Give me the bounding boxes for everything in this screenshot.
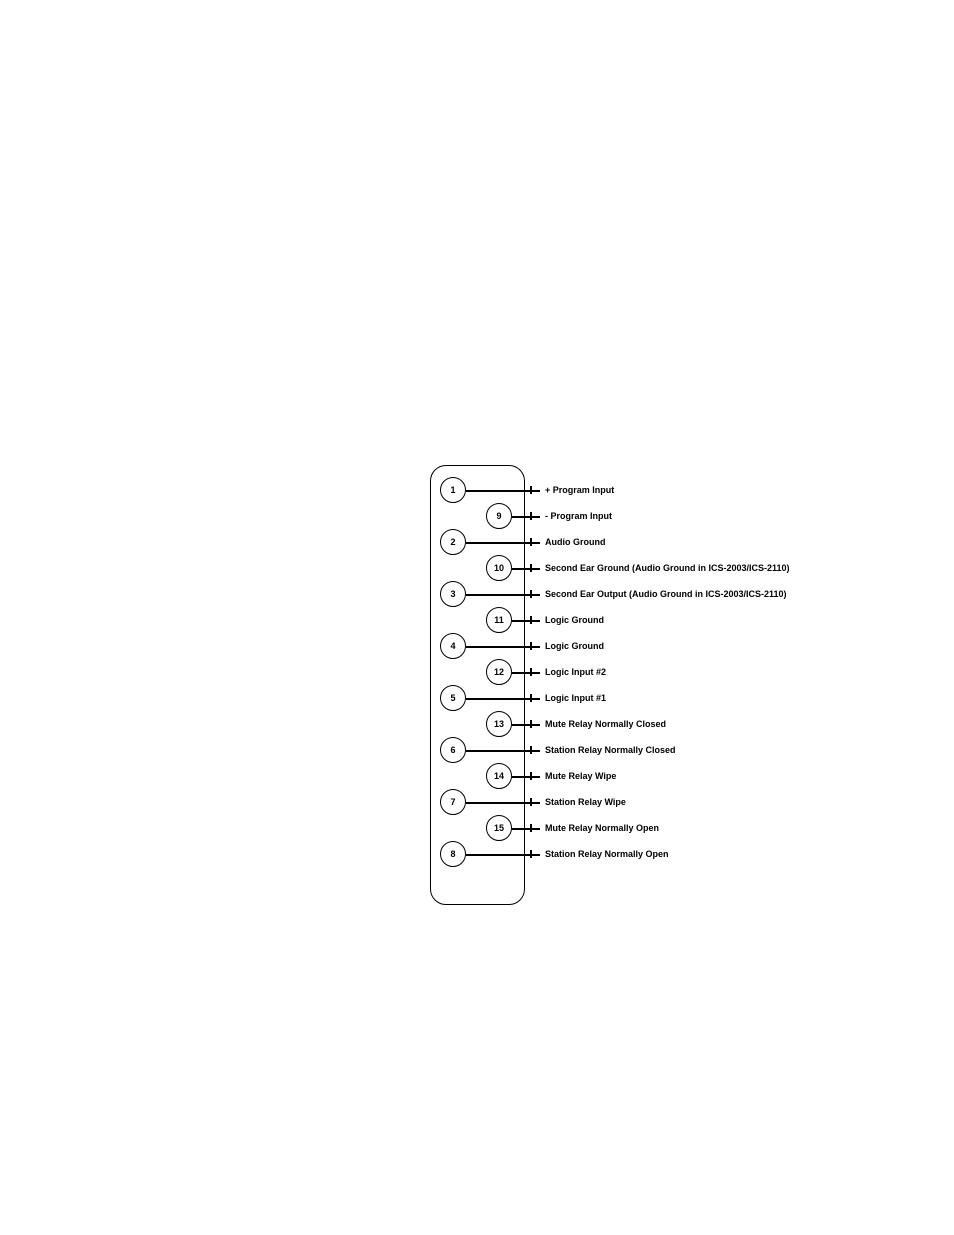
lead-extension [530, 620, 540, 622]
lead-line [466, 698, 530, 700]
pin-label: Audio Ground [545, 537, 606, 547]
pin-label: Second Ear Ground (Audio Ground in ICS-2… [545, 563, 790, 573]
lead-line [512, 828, 530, 830]
lead-extension [530, 568, 540, 570]
lead-extension [530, 646, 540, 648]
pin-label: Logic Input #1 [545, 693, 606, 703]
pin-3: 3 [440, 581, 466, 607]
connector-pinout-diagram: 123456789101112131415 + Program Input- P… [430, 465, 930, 910]
pin-15: 15 [486, 815, 512, 841]
lead-extension [530, 542, 540, 544]
lead-line [512, 620, 530, 622]
pin-label: Mute Relay Normally Closed [545, 719, 666, 729]
pin-label: Second Ear Output (Audio Ground in ICS-2… [545, 589, 787, 599]
lead-extension [530, 828, 540, 830]
pin-7: 7 [440, 789, 466, 815]
pin-10: 10 [486, 555, 512, 581]
pin-14: 14 [486, 763, 512, 789]
pin-label: Mute Relay Normally Open [545, 823, 659, 833]
pin-label: Logic Ground [545, 615, 604, 625]
lead-line [466, 594, 530, 596]
lead-line [512, 776, 530, 778]
pin-label: Station Relay Normally Open [545, 849, 669, 859]
pin-label: + Program Input [545, 485, 614, 495]
pin-4: 4 [440, 633, 466, 659]
pin-label: Station Relay Normally Closed [545, 745, 676, 755]
pin-5: 5 [440, 685, 466, 711]
pin-label: Logic Ground [545, 641, 604, 651]
lead-extension [530, 854, 540, 856]
lead-extension [530, 724, 540, 726]
pin-1: 1 [440, 477, 466, 503]
pin-label: Station Relay Wipe [545, 797, 626, 807]
lead-extension [530, 672, 540, 674]
pin-8: 8 [440, 841, 466, 867]
lead-line [466, 646, 530, 648]
lead-extension [530, 750, 540, 752]
lead-line [512, 568, 530, 570]
lead-line [512, 724, 530, 726]
pin-13: 13 [486, 711, 512, 737]
pin-label: - Program Input [545, 511, 612, 521]
pin-label: Logic Input #2 [545, 667, 606, 677]
lead-extension [530, 516, 540, 518]
lead-line [466, 490, 530, 492]
lead-line [466, 542, 530, 544]
lead-extension [530, 490, 540, 492]
lead-extension [530, 594, 540, 596]
lead-extension [530, 776, 540, 778]
pin-9: 9 [486, 503, 512, 529]
lead-line [466, 750, 530, 752]
pin-2: 2 [440, 529, 466, 555]
pin-11: 11 [486, 607, 512, 633]
lead-line [466, 854, 530, 856]
lead-extension [530, 802, 540, 804]
lead-line [512, 672, 530, 674]
pin-12: 12 [486, 659, 512, 685]
lead-line [466, 802, 530, 804]
lead-line [512, 516, 530, 518]
pin-6: 6 [440, 737, 466, 763]
pin-label: Mute Relay Wipe [545, 771, 616, 781]
lead-extension [530, 698, 540, 700]
